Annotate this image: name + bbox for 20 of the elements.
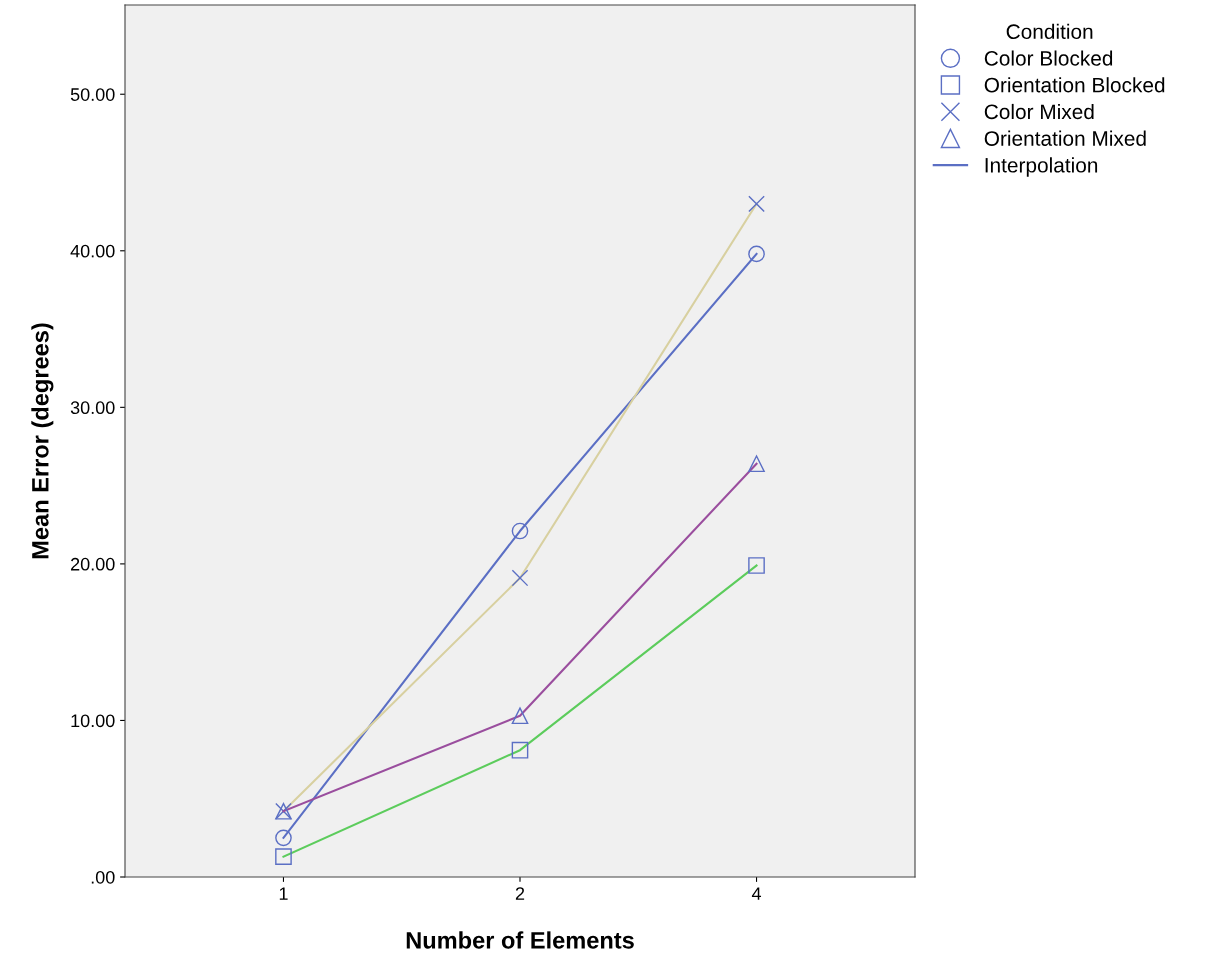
legend-title: Condition — [1006, 23, 1093, 40]
text: Interpolation — [985, 157, 1098, 177]
x-tick-label: 4 — [751, 887, 762, 900]
legend-label: Orientation Blocked — [984, 77, 1165, 93]
x-tick-label: 2 — [515, 887, 525, 900]
point — [748, 245, 765, 263]
y-tick-label: 50.00 — [70, 88, 115, 101]
y-tick-label: .00 — [91, 870, 115, 884]
x-tick-label: 1 — [279, 887, 288, 900]
y-axis-title: Mean Error (degrees) — [31, 323, 54, 559]
y-tick-label: 40.00 — [70, 244, 115, 258]
legend-label: Orientation Mixed — [984, 130, 1146, 146]
legend-label: Color Blocked — [984, 50, 1113, 66]
y-tick-label: 30.00 — [70, 401, 115, 415]
point — [275, 829, 292, 847]
y-tick-label: 10.00 — [71, 714, 115, 728]
legend-label: Color Mixed — [984, 103, 1094, 120]
point — [511, 522, 529, 540]
y-tick-label: 20.00 — [71, 557, 115, 571]
x-axis-title: Number of Elements — [406, 931, 634, 949]
